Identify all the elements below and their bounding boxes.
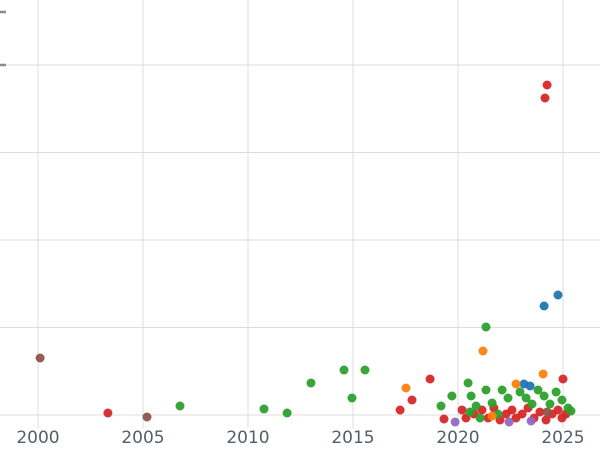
red-data-point bbox=[457, 405, 467, 415]
green-data-point bbox=[545, 399, 555, 409]
green-data-point bbox=[347, 393, 357, 403]
x-tick-label: 2000 bbox=[16, 428, 59, 448]
red-data-point bbox=[535, 407, 545, 417]
red-data-point bbox=[553, 405, 563, 415]
green-data-point bbox=[521, 393, 531, 403]
green-data-point bbox=[539, 391, 549, 401]
green-data-point bbox=[436, 401, 446, 411]
red-data-point bbox=[425, 374, 435, 384]
orange-data-point bbox=[538, 369, 548, 379]
red-data-point bbox=[542, 80, 552, 90]
purple-data-point bbox=[450, 417, 460, 427]
red-data-point bbox=[558, 374, 568, 384]
red-data-point bbox=[541, 415, 551, 425]
green-data-point bbox=[282, 408, 292, 418]
red-data-point bbox=[540, 93, 550, 103]
x-tick-label: 2005 bbox=[121, 428, 164, 448]
green-data-point bbox=[566, 406, 576, 416]
purple-data-point bbox=[526, 416, 536, 426]
red-data-point bbox=[517, 409, 527, 419]
x-tick-label: 2015 bbox=[331, 428, 374, 448]
purple-data-point bbox=[504, 417, 514, 427]
green-data-point bbox=[466, 391, 476, 401]
green-data-point bbox=[465, 407, 475, 417]
green-data-point bbox=[481, 322, 491, 332]
orange-data-point bbox=[511, 379, 521, 389]
blue-data-point bbox=[553, 290, 563, 300]
green-data-point bbox=[475, 413, 485, 423]
red-data-point bbox=[439, 414, 449, 424]
green-data-point bbox=[447, 391, 457, 401]
green-data-point bbox=[497, 385, 507, 395]
green-data-point bbox=[259, 404, 269, 414]
green-data-point bbox=[306, 378, 316, 388]
red-data-point bbox=[395, 405, 405, 415]
green-data-point bbox=[533, 385, 543, 395]
x-tick-label: 2020 bbox=[436, 428, 479, 448]
green-data-point bbox=[471, 401, 481, 411]
green-data-point bbox=[551, 387, 561, 397]
green-data-point bbox=[360, 365, 370, 375]
green-data-point bbox=[175, 401, 185, 411]
orange-data-point bbox=[401, 383, 411, 393]
green-data-point bbox=[481, 385, 491, 395]
green-data-point bbox=[339, 365, 349, 375]
green-data-point bbox=[515, 387, 525, 397]
green-data-point bbox=[503, 393, 513, 403]
green-data-point bbox=[463, 378, 473, 388]
green-data-point bbox=[557, 395, 567, 405]
x-tick-label: 2010 bbox=[226, 428, 269, 448]
blue-data-point bbox=[525, 381, 535, 391]
orange-data-point bbox=[487, 411, 497, 421]
red-data-point bbox=[407, 395, 417, 405]
red-data-point bbox=[103, 408, 113, 418]
brown-data-point bbox=[542, 407, 552, 417]
x-tick-label: 2025 bbox=[541, 428, 584, 448]
blue-data-point bbox=[539, 301, 549, 311]
brown-data-point bbox=[142, 412, 152, 422]
red-data-point bbox=[507, 405, 517, 415]
orange-data-point bbox=[478, 346, 488, 356]
green-data-point bbox=[487, 398, 497, 408]
brown-data-point bbox=[35, 353, 45, 363]
green-data-point bbox=[527, 399, 537, 409]
